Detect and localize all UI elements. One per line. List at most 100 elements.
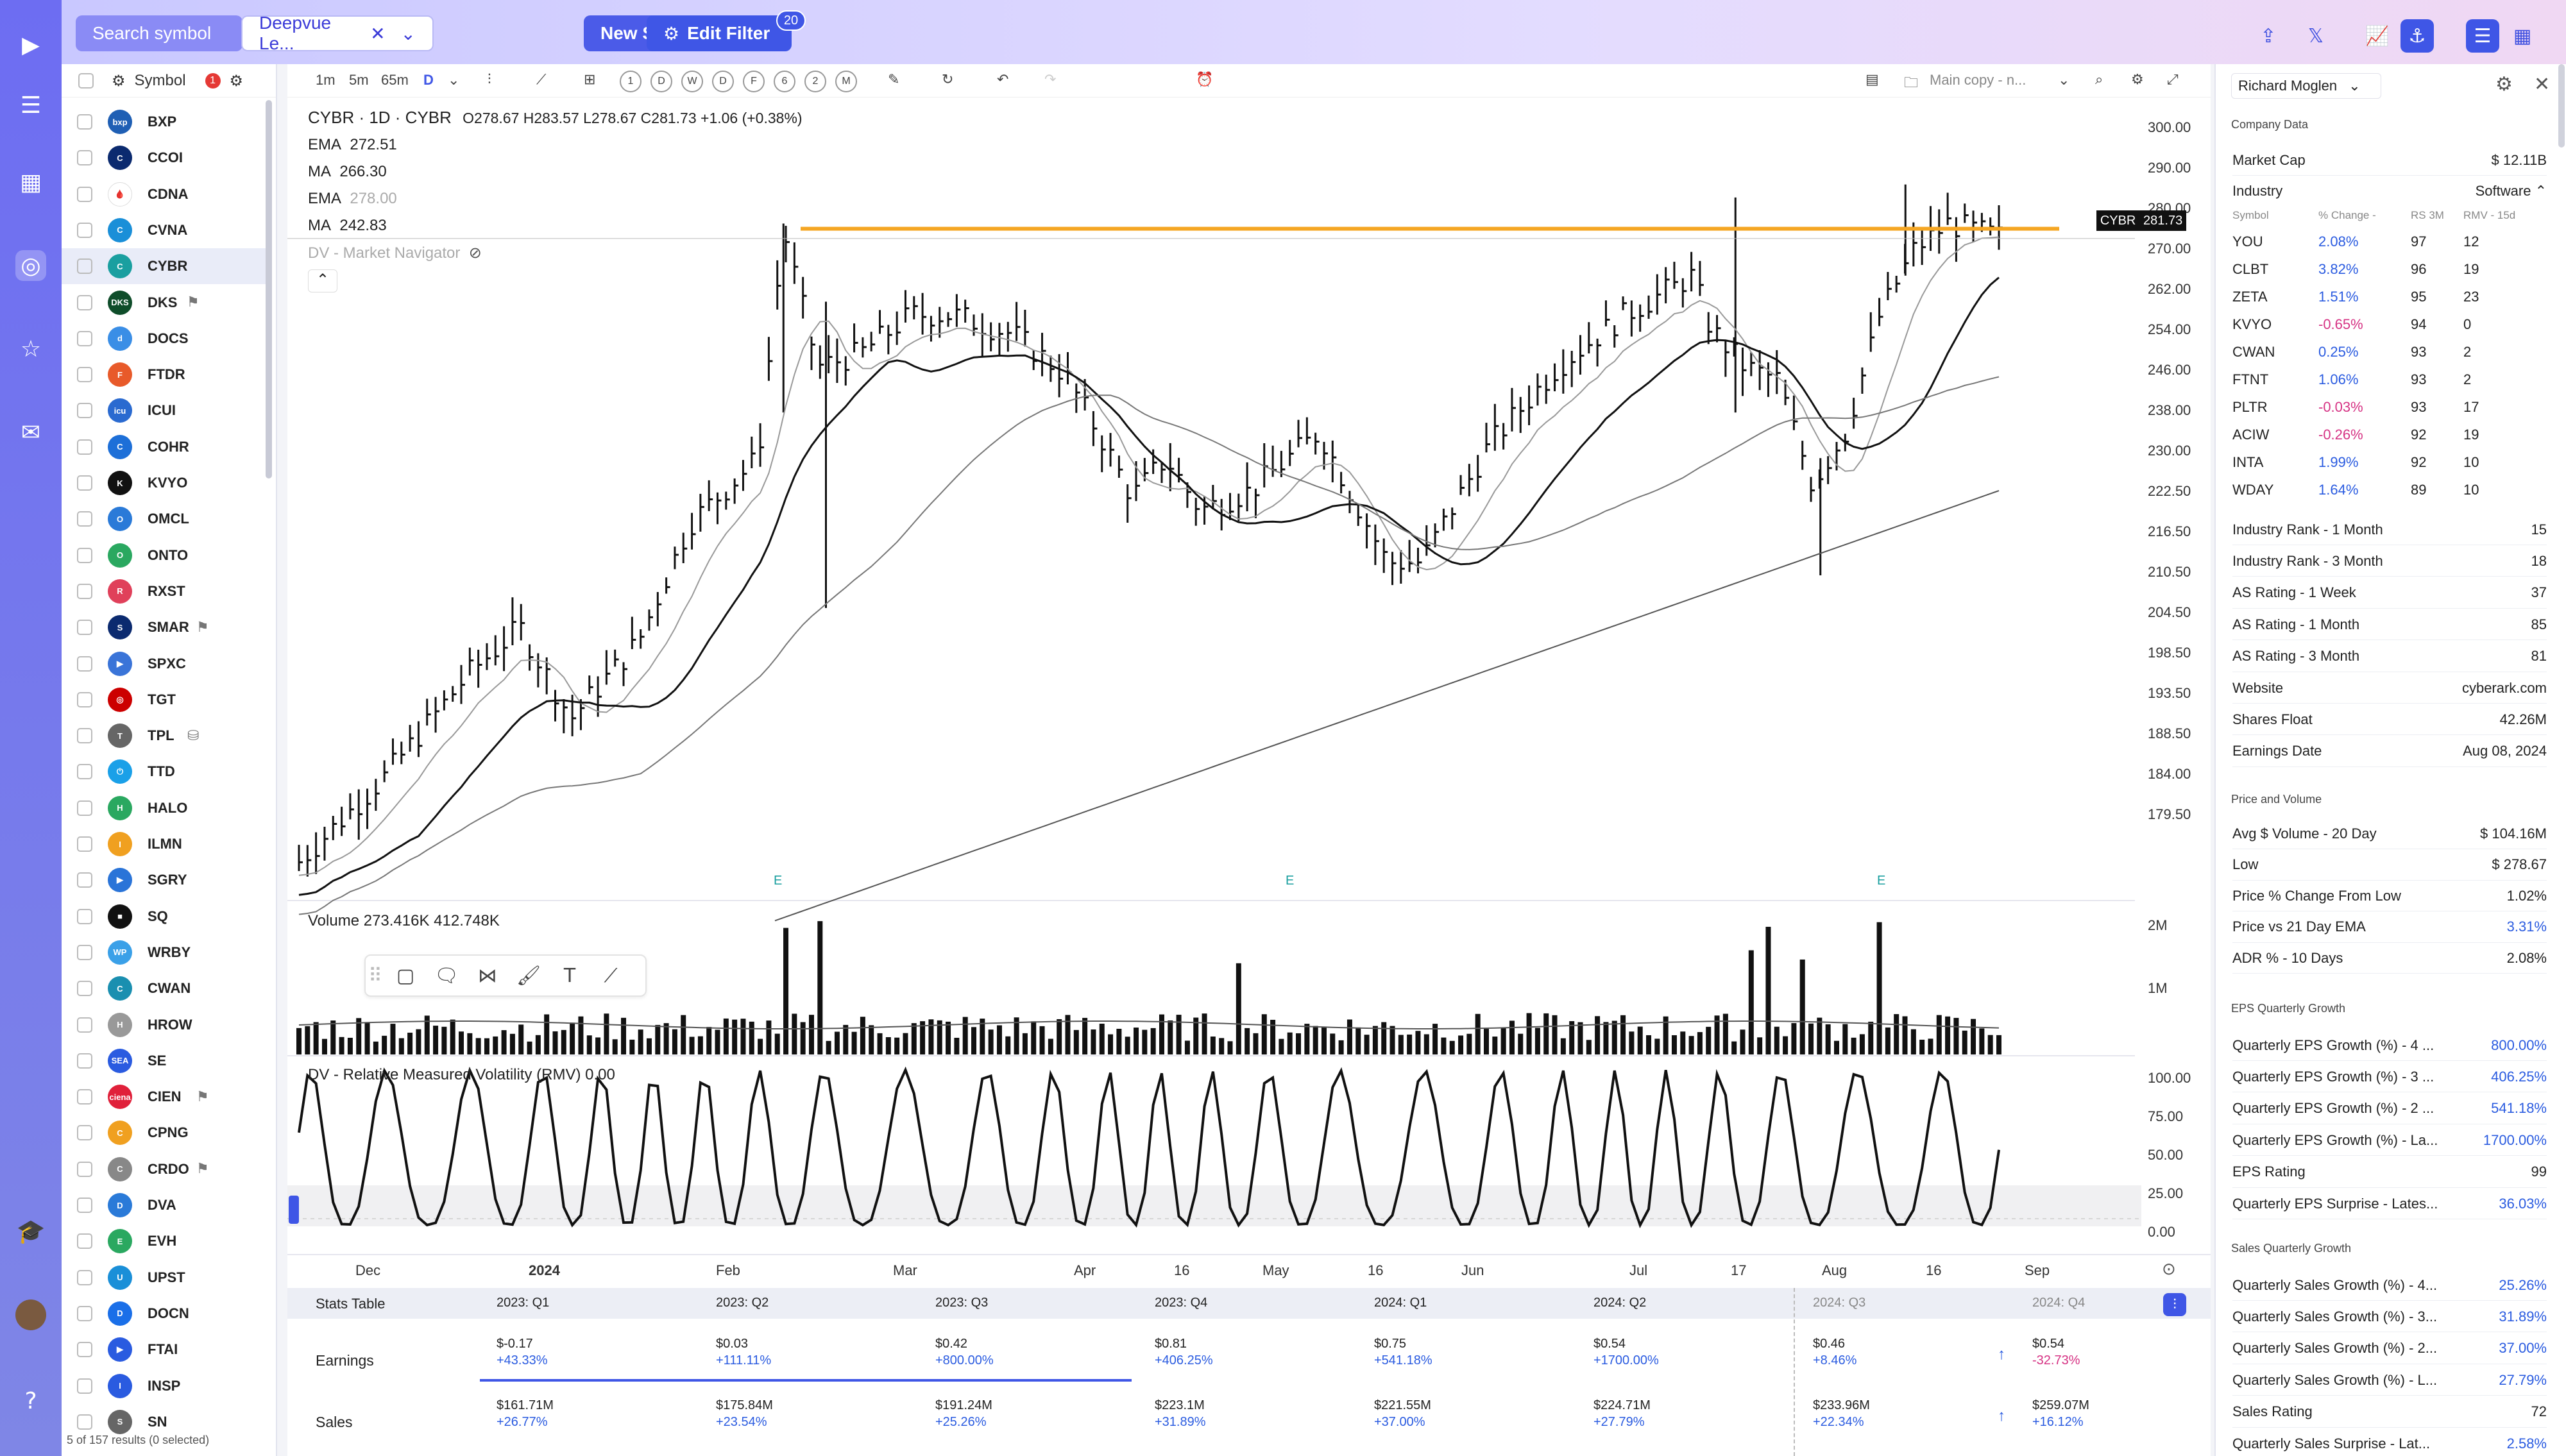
peer-row[interactable]: FTNT 1.06% 93 2 — [2232, 366, 2540, 394]
row-checkbox[interactable] — [77, 908, 92, 924]
x-icon[interactable]: 𝕏 — [2307, 24, 2324, 47]
avatar[interactable] — [15, 1299, 46, 1330]
watchlist-row[interactable]: D DOCN — [62, 1296, 266, 1332]
share-icon[interactable]: ⇪ — [2260, 24, 2277, 47]
chevron-down-icon[interactable]: ⌄ — [400, 23, 416, 44]
watchlist-row[interactable]: I ILMN — [62, 826, 266, 862]
peer-row[interactable]: CWAN 0.25% 93 2 — [2232, 339, 2540, 366]
search-symbol-button[interactable]: Search symbol — [76, 15, 242, 51]
text-tool-icon[interactable]: T — [563, 964, 576, 987]
row-checkbox[interactable] — [77, 656, 92, 672]
scroll-left-handle[interactable] — [289, 1196, 299, 1224]
zoom-icon[interactable]: ⌕ — [2095, 72, 2103, 88]
watchlist-row[interactable]: F FTDR — [62, 357, 266, 393]
eye-off-icon[interactable]: ⊘ — [468, 244, 482, 262]
symbol-column-header[interactable]: Symbol — [134, 71, 186, 89]
watchlist-row[interactable]: ciena CIEN ⚑ — [62, 1079, 266, 1115]
watchlist-row[interactable]: ▶ FTAI — [62, 1332, 266, 1367]
indicators-icon[interactable]: ⟋ — [536, 72, 547, 88]
peer-row[interactable]: CLBT 3.82% 96 19 — [2232, 256, 2540, 284]
watchlist-row[interactable]: C CVNA — [62, 212, 266, 248]
chart-settings-icon[interactable]: ⚙ — [2131, 72, 2144, 88]
row-checkbox[interactable] — [77, 728, 92, 744]
watchlist-row[interactable]: ⏻ TTD — [62, 754, 266, 790]
close-icon[interactable]: ✕ — [370, 23, 386, 44]
row-checkbox[interactable] — [77, 1053, 92, 1069]
list-view-icon[interactable]: ☰ — [2466, 19, 2499, 53]
row-checkbox[interactable] — [77, 1089, 92, 1105]
rectangle-tool-icon[interactable]: ▢ — [396, 964, 415, 987]
row-checkbox[interactable] — [77, 330, 92, 346]
watchlist-row[interactable]: O ONTO — [62, 538, 266, 573]
watchlist-row[interactable]: S SMAR ⚑ — [62, 609, 266, 645]
close-panel-icon[interactable]: ✕ — [2534, 74, 2551, 95]
person-icon[interactable]: ⚓ — [2400, 19, 2434, 53]
peer-row[interactable]: WDAY 1.64% 89 10 — [2232, 477, 2540, 504]
logo-play-icon[interactable]: ▶ — [22, 31, 40, 58]
watchlist-row[interactable]: d DOCS — [62, 321, 266, 357]
watchlist-row[interactable]: T TPL ⛁ — [62, 718, 266, 754]
row-checkbox[interactable] — [77, 800, 92, 816]
watchlist-row[interactable]: WP WRBY — [62, 935, 266, 970]
watchlist-row[interactable]: ▶ SPXC — [62, 646, 266, 682]
user-selector[interactable]: Richard Moglen ⌄ — [2231, 73, 2381, 99]
menu-icon[interactable]: ☰ — [20, 92, 42, 119]
watchlist-row[interactable]: O OMCL — [62, 501, 266, 537]
watchlist-row[interactable]: S SN — [62, 1404, 266, 1440]
row-checkbox[interactable] — [77, 150, 92, 166]
watchlist-row[interactable]: H HALO — [62, 790, 266, 826]
period-6[interactable]: 6 — [774, 71, 795, 92]
watchlist-row[interactable]: 🩸 CDNA — [62, 176, 266, 212]
interval-1m[interactable]: 1m — [316, 72, 336, 88]
watchlist-row[interactable]: ▶ SGRY — [62, 862, 266, 898]
watchlist-row[interactable]: C CCOI — [62, 140, 266, 176]
watchlist-row[interactable]: icu ICUI — [62, 393, 266, 428]
row-checkbox[interactable] — [77, 439, 92, 455]
watchlist-row[interactable]: I INSP — [62, 1368, 266, 1404]
layout-grid-icon[interactable]: ▤ — [1865, 72, 1879, 88]
row-checkbox[interactable] — [77, 583, 92, 599]
period-w[interactable]: W — [681, 71, 703, 92]
row-checkbox[interactable] — [77, 691, 92, 707]
row-checkbox[interactable] — [77, 620, 92, 636]
row-checkbox[interactable] — [77, 1305, 92, 1321]
watchlist-row[interactable]: H HROW — [62, 1007, 266, 1043]
row-checkbox[interactable] — [77, 872, 92, 888]
row-checkbox[interactable] — [77, 1161, 92, 1177]
peer-row[interactable]: YOU 2.08% 97 12 — [2232, 228, 2540, 256]
row-checkbox[interactable] — [77, 403, 92, 419]
row-checkbox[interactable] — [77, 1233, 92, 1249]
watchlist-row[interactable]: D DVA — [62, 1187, 266, 1223]
row-checkbox[interactable] — [77, 1125, 92, 1141]
callout-tool-icon[interactable]: 🗨 — [434, 964, 459, 987]
peer-row[interactable]: ZETA 1.51% 95 23 — [2232, 284, 2540, 311]
line-tool-icon[interactable]: ⟋ — [604, 964, 618, 987]
flag-icon[interactable]: ⚑ — [187, 294, 200, 310]
stats-settings-button[interactable]: ⫶ — [2163, 1293, 2186, 1316]
watchlist-row[interactable]: C CPNG — [62, 1115, 266, 1151]
folder-icon[interactable]: 🗀 — [1904, 75, 1919, 91]
row-checkbox[interactable] — [77, 222, 92, 238]
row-checkbox[interactable] — [77, 367, 92, 383]
watchlist-scrollbar[interactable] — [266, 100, 272, 478]
price-chart[interactable] — [287, 64, 2211, 1456]
row-checkbox[interactable] — [77, 1198, 92, 1213]
watchlist-row[interactable]: ◎ TGT — [62, 682, 266, 718]
drag-handle-icon[interactable]: ⠿ — [368, 964, 382, 987]
interval-dropdown-icon[interactable]: ⌄ — [448, 72, 460, 88]
help-icon[interactable]: ? — [24, 1387, 37, 1414]
row-checkbox[interactable] — [77, 1269, 92, 1285]
period-1[interactable]: 1 — [620, 71, 642, 92]
earnings-marker[interactable]: E — [1877, 874, 1886, 888]
redo-icon[interactable]: ↷ — [1044, 72, 1057, 88]
watchlist-row[interactable]: C COHR — [62, 429, 266, 465]
watchlist-row[interactable]: C CRDO ⚑ — [62, 1151, 266, 1187]
watchlist-row[interactable]: bxp BXP — [62, 104, 266, 140]
peer-row[interactable]: INTA 1.99% 92 10 — [2232, 449, 2540, 477]
row-checkbox[interactable] — [77, 294, 92, 310]
interval-5m[interactable]: 5m — [349, 72, 369, 88]
earnings-marker[interactable]: E — [774, 874, 783, 888]
row-checkbox[interactable] — [77, 258, 92, 275]
ticket-icon[interactable]: ✉ — [21, 419, 41, 446]
row-checkbox[interactable] — [77, 836, 92, 852]
